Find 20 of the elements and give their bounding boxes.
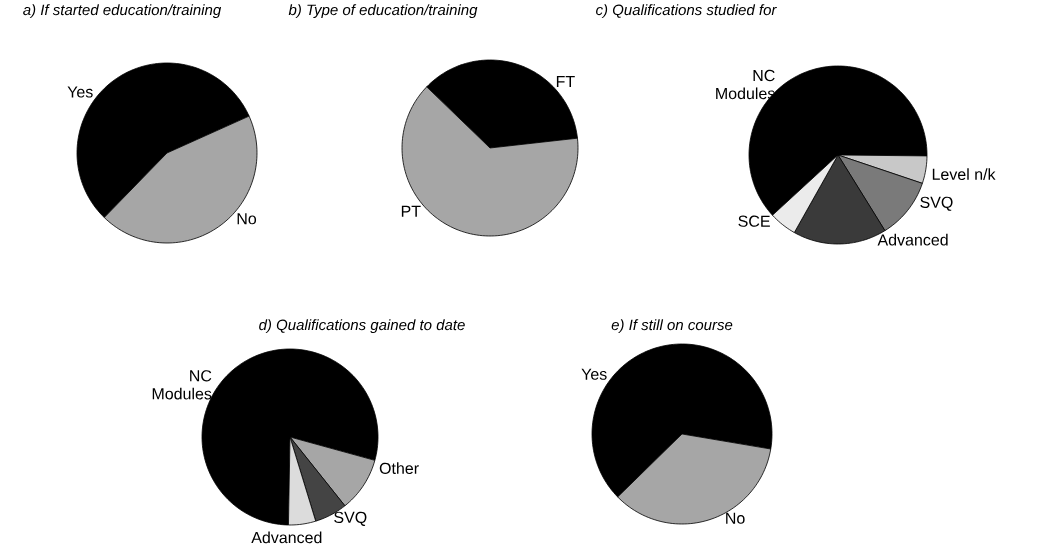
chart-title: b) Type of education/training bbox=[288, 4, 478, 19]
slice-label: FT bbox=[556, 75, 575, 87]
slice-label: Level n/k bbox=[932, 168, 996, 180]
slice-label: No bbox=[237, 213, 257, 225]
slice-label: Advanced bbox=[251, 531, 322, 544]
chart-title: c) Qualifications studied for bbox=[596, 4, 777, 19]
slice-label: SCE bbox=[738, 215, 770, 227]
slice-label: Yes bbox=[67, 86, 93, 98]
slice-label: SVQ bbox=[920, 196, 953, 211]
slice-label: Advanced bbox=[877, 233, 948, 246]
slice-label: SVQ bbox=[334, 511, 367, 526]
slice-label: No bbox=[726, 512, 745, 524]
chart-title: e) If still on course bbox=[611, 319, 733, 334]
chart-title: a) If started education/training bbox=[23, 4, 222, 19]
slice-label: PT bbox=[401, 205, 421, 217]
slice-label: NC Modules bbox=[152, 370, 212, 400]
chart-title: d) Qualifications gained to date bbox=[259, 319, 465, 334]
slice-label: Other bbox=[379, 462, 419, 474]
slice-label: Yes bbox=[581, 368, 607, 380]
slice-label: NC Modules bbox=[716, 69, 775, 100]
